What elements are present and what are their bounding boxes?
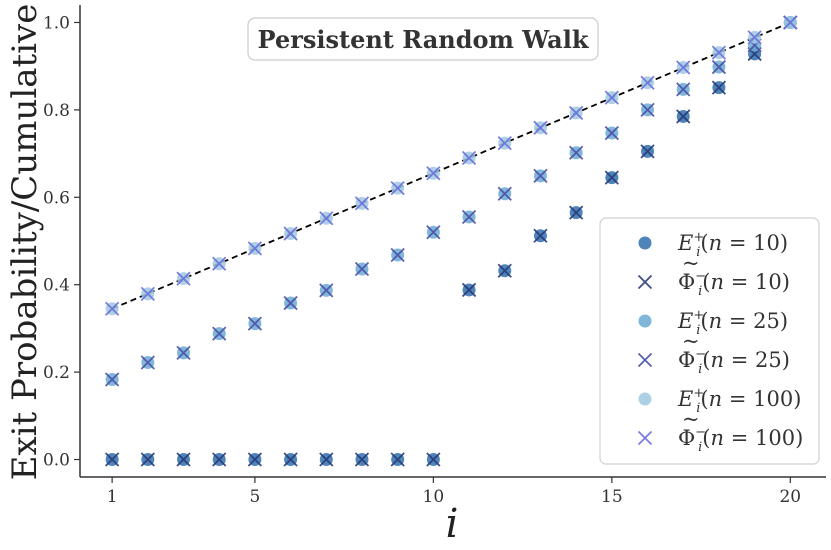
data-point [533,228,548,243]
data-point [176,452,191,467]
data-point [711,59,727,75]
y-tick-label: 1.0 [43,13,70,33]
reference-line [111,21,791,310]
data-point [640,75,655,90]
data-point [354,261,370,277]
legend-marker [637,274,653,290]
data-point [497,135,512,151]
legend-tilde: ~ [682,407,700,431]
data-point [319,211,334,226]
reference-line-layer [111,21,791,310]
data-point [176,345,191,361]
data-point [533,120,548,135]
data-point [319,283,334,298]
legend-item: E+ i(n = 100) [638,386,801,416]
x-tick-label: 5 [249,487,260,507]
data-point [140,355,155,370]
data-point [569,145,584,160]
y-tick-label: 0.2 [43,363,70,383]
data-point [604,170,619,185]
legend-marker [637,352,653,368]
data-point [497,186,512,201]
data-point [461,282,477,298]
data-point [461,150,477,166]
data-point [354,196,370,211]
data-point [783,15,798,30]
y-axis-title: Exit Probability/Cumulative [5,4,45,481]
data-point [212,326,227,341]
data-point [533,168,548,184]
y-tick-label: 0.4 [43,276,70,296]
data-point [283,452,298,467]
chart-title-box: Persistent Random Walk [247,17,599,61]
data-point [176,271,191,286]
legend-marker [638,314,652,328]
chart-title: Persistent Random Walk [258,25,590,54]
legend-label: Φ− i(n = 100) [678,425,803,455]
data-point [676,60,691,75]
data-point [711,80,727,95]
data-point [319,452,334,467]
legend-item: E+ i(n = 25) [638,308,788,338]
legend-marker [637,430,653,446]
data-point [104,452,120,467]
data-point [104,372,120,387]
data-point [604,125,619,141]
data-point [104,301,120,316]
axes: 1 5 10 15 200.00.20.40.60.81.0 [43,5,826,507]
legend-item: E+ i(n = 10) [638,230,788,260]
data-point [247,241,263,256]
data-point [569,105,584,121]
data-point [426,452,441,467]
data-point [461,209,477,225]
data-point [283,295,298,311]
data-point [426,225,441,240]
legend-item: Φ− i(n = 25)~ [637,329,790,377]
series-5 [104,15,798,316]
legend-marker [638,392,652,406]
y-tick-label: 0.8 [43,101,70,121]
data-point [747,30,762,45]
legend-label: E+ i(n = 25) [677,308,788,338]
legend-label: E+ i(n = 100) [677,386,801,416]
data-points-layer [104,15,798,467]
x-axis-title: i [446,501,459,547]
data-point [247,452,263,467]
y-tick-label: 0.0 [43,451,70,471]
data-point [676,82,691,97]
legend-item: Φ− i(n = 10)~ [637,251,790,299]
data-point [212,452,227,467]
data-point [390,452,405,467]
data-point [604,90,619,105]
legend-tilde: ~ [682,329,700,353]
data-point [140,452,155,467]
legend: E+ i(n = 10)Φ− i(n = 10)~E+ i(n = 25)Φ− i(n … [599,217,820,465]
data-point [426,166,441,181]
data-point [354,452,370,467]
data-point [640,102,655,118]
data-point [390,247,405,263]
data-point [140,286,155,302]
legend-label: Φ− i(n = 10) [678,269,790,299]
legend-marker [638,236,652,250]
legend-item: Φ− i(n = 100)~ [637,407,803,455]
x-tick-label: 10 [423,487,445,507]
data-point [711,45,727,60]
legend-label: Φ− i(n = 25) [678,347,790,377]
legend-tilde: ~ [682,251,700,275]
data-point [247,316,263,331]
legend-label: E+ i(n = 10) [677,230,788,260]
x-tick-label: 20 [779,487,801,507]
data-point [390,180,405,196]
data-point [497,263,512,278]
data-point [640,144,655,159]
data-point [283,226,298,241]
x-tick-label: 15 [601,487,623,507]
data-point [676,109,691,124]
y-tick-label: 0.6 [43,188,70,208]
data-point [569,205,584,220]
data-point [212,256,227,271]
x-tick-label: 1 [107,487,118,507]
